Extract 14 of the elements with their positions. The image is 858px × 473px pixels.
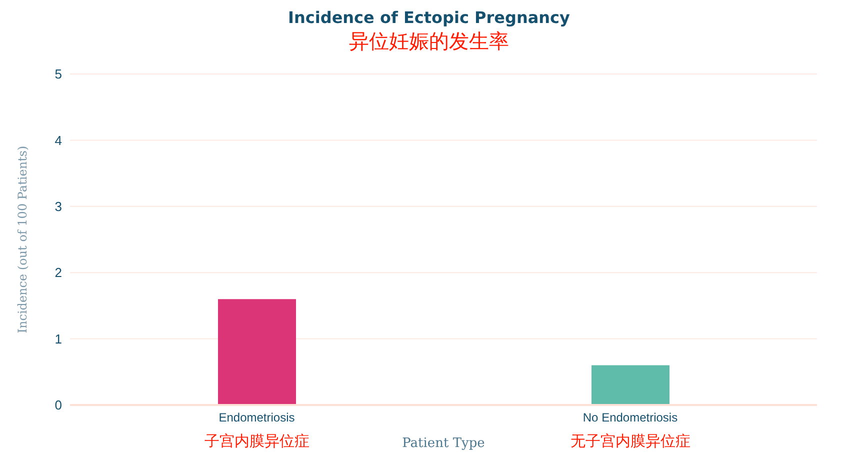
x-axis-title: Patient Type — [402, 436, 485, 451]
text: 子宫内膜异位症 — [204, 432, 310, 450]
y-tick-label: 2 — [54, 265, 62, 280]
y-tick-label: 3 — [54, 199, 62, 214]
x-tick-label: No Endometriosis — [582, 410, 678, 425]
y-tick-label: 4 — [54, 132, 62, 148]
y-tick-label: 1 — [54, 331, 62, 346]
text: 无子宫内膜异位症 — [570, 432, 690, 450]
y-tick-label: 5 — [54, 66, 62, 82]
x-tick-label: Endometriosis — [218, 410, 295, 425]
y-tick-label: 0 — [54, 398, 62, 413]
chart-title: Incidence of Ectopic Pregnancy — [287, 8, 571, 27]
chart-subtitle: 异位妊娠的发生率 — [348, 28, 510, 55]
y-axis-title: Incidence (out of 100 Patients) — [15, 146, 30, 334]
